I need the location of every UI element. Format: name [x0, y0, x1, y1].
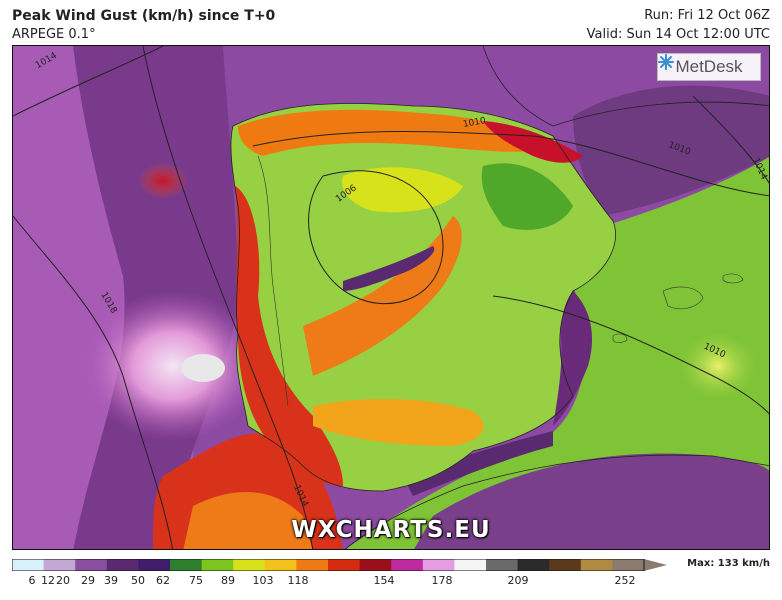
- colorbar-swatch: [138, 559, 171, 571]
- colorbar-tick: 6: [28, 574, 36, 587]
- watermark: WXCHARTS.EU: [291, 517, 491, 543]
- colorbar-tick: 20: [56, 574, 70, 587]
- isobar-1010-north: [252, 131, 769, 197]
- run-time-label: Run: Fri 12 Oct 06Z: [644, 8, 770, 23]
- mallorca-island: [662, 286, 704, 310]
- atlantic-red-spot: [138, 163, 188, 199]
- isobar-1014-east: [692, 95, 769, 184]
- iberia-coastline: [230, 103, 616, 492]
- colorbar-swatch: [580, 559, 613, 571]
- colorbar: [12, 559, 667, 571]
- menorca-island: [722, 273, 744, 284]
- colorbar-swatch: [517, 559, 550, 571]
- colorbar-tick: 75: [189, 574, 203, 587]
- colorbar-swatch: [612, 559, 645, 571]
- colorbar-swatch: [391, 559, 424, 571]
- africa-coastline: [344, 454, 769, 549]
- colorbar-swatch: [549, 559, 582, 571]
- colorbar-tick: 12: [41, 574, 55, 587]
- pyrenees-red: [483, 121, 583, 163]
- gulf-of-cadiz-orange: [183, 492, 313, 549]
- max-gust-label: Max: 133 km/h: [687, 558, 770, 569]
- colorbar-swatch: [296, 559, 329, 571]
- metdesk-logo: MetDesk: [657, 53, 761, 81]
- pink-high-gust-zone: [83, 291, 263, 441]
- colorbar-swatch: [75, 559, 108, 571]
- colorbar-swatch: [486, 559, 519, 571]
- mediterranean-sea: [345, 157, 769, 549]
- isobar-1014-northwest: [13, 46, 164, 117]
- alboran-dark-band: [403, 431, 553, 496]
- colorbar-swatch: [328, 559, 361, 571]
- colorbar-swatch: [422, 559, 455, 571]
- portugal-border: [257, 155, 289, 407]
- colorbar-swatch: [12, 559, 45, 571]
- france-coastline: [482, 46, 769, 127]
- colorbar-tick: 39: [104, 574, 118, 587]
- colorbar-tick: 252: [614, 574, 636, 587]
- isobar-1014-southwest: [142, 46, 314, 549]
- colorbar-tick: 209: [507, 574, 529, 587]
- ebro-green-zone: [481, 163, 573, 230]
- colorbar-tick: 154: [373, 574, 395, 587]
- map-canvas: [13, 46, 769, 549]
- isobar-1010-east: [492, 295, 769, 415]
- colorbar-swatch: [170, 559, 203, 571]
- colorbar-swatch: [233, 559, 266, 571]
- white-gust-core: [181, 354, 225, 382]
- colorbar-tick: 29: [81, 574, 95, 587]
- isobar-1006-center: [308, 170, 444, 305]
- colorbar-tick: 118: [287, 574, 309, 587]
- chart-title: Peak Wind Gust (km/h) since T+0: [12, 8, 276, 24]
- colorbar-swatch: [454, 559, 487, 571]
- colorbar-swatch: [359, 559, 392, 571]
- gulf-of-lion-purple: [573, 85, 769, 216]
- mediterranean-yellow-zone: [678, 331, 758, 401]
- colorbar-tick: 178: [431, 574, 453, 587]
- colorbar-swatch: [264, 559, 297, 571]
- sierra-purple-streak: [343, 246, 435, 291]
- metdesk-logo-text: MetDesk: [675, 57, 743, 76]
- wind-gust-map: 1014 1010 1006 1010 1018 1014 1010 1014 …: [12, 45, 770, 550]
- colorbar-swatch: [43, 559, 76, 571]
- western-coast-red: [235, 186, 343, 486]
- eastern-coast-purple: [553, 291, 593, 426]
- colorbar-arrow: [644, 559, 667, 571]
- isobar-1018-west: [13, 215, 174, 549]
- colorbar-tick: 103: [252, 574, 274, 587]
- colorbar-ticks: 6 12 20 29 39 50 62 75 89 103 118 154 17…: [12, 574, 667, 590]
- model-label: ARPEGE 0.1°: [12, 27, 96, 42]
- colorbar-swatch: [106, 559, 139, 571]
- colorbar-tick: 62: [156, 574, 170, 587]
- northern-coast-orange: [238, 109, 558, 156]
- north-africa-purple: [414, 453, 769, 549]
- colorbar-swatch: [201, 559, 234, 571]
- valid-time-label: Valid: Sun 14 Oct 12:00 UTC: [586, 27, 770, 42]
- south-orange-band: [313, 399, 484, 446]
- metdesk-logo-icon: [658, 54, 674, 70]
- ibiza-island: [612, 333, 628, 343]
- yellow-interior-zone: [342, 167, 463, 213]
- colorbar-tick: 89: [221, 574, 235, 587]
- colorbar-tick: 50: [131, 574, 145, 587]
